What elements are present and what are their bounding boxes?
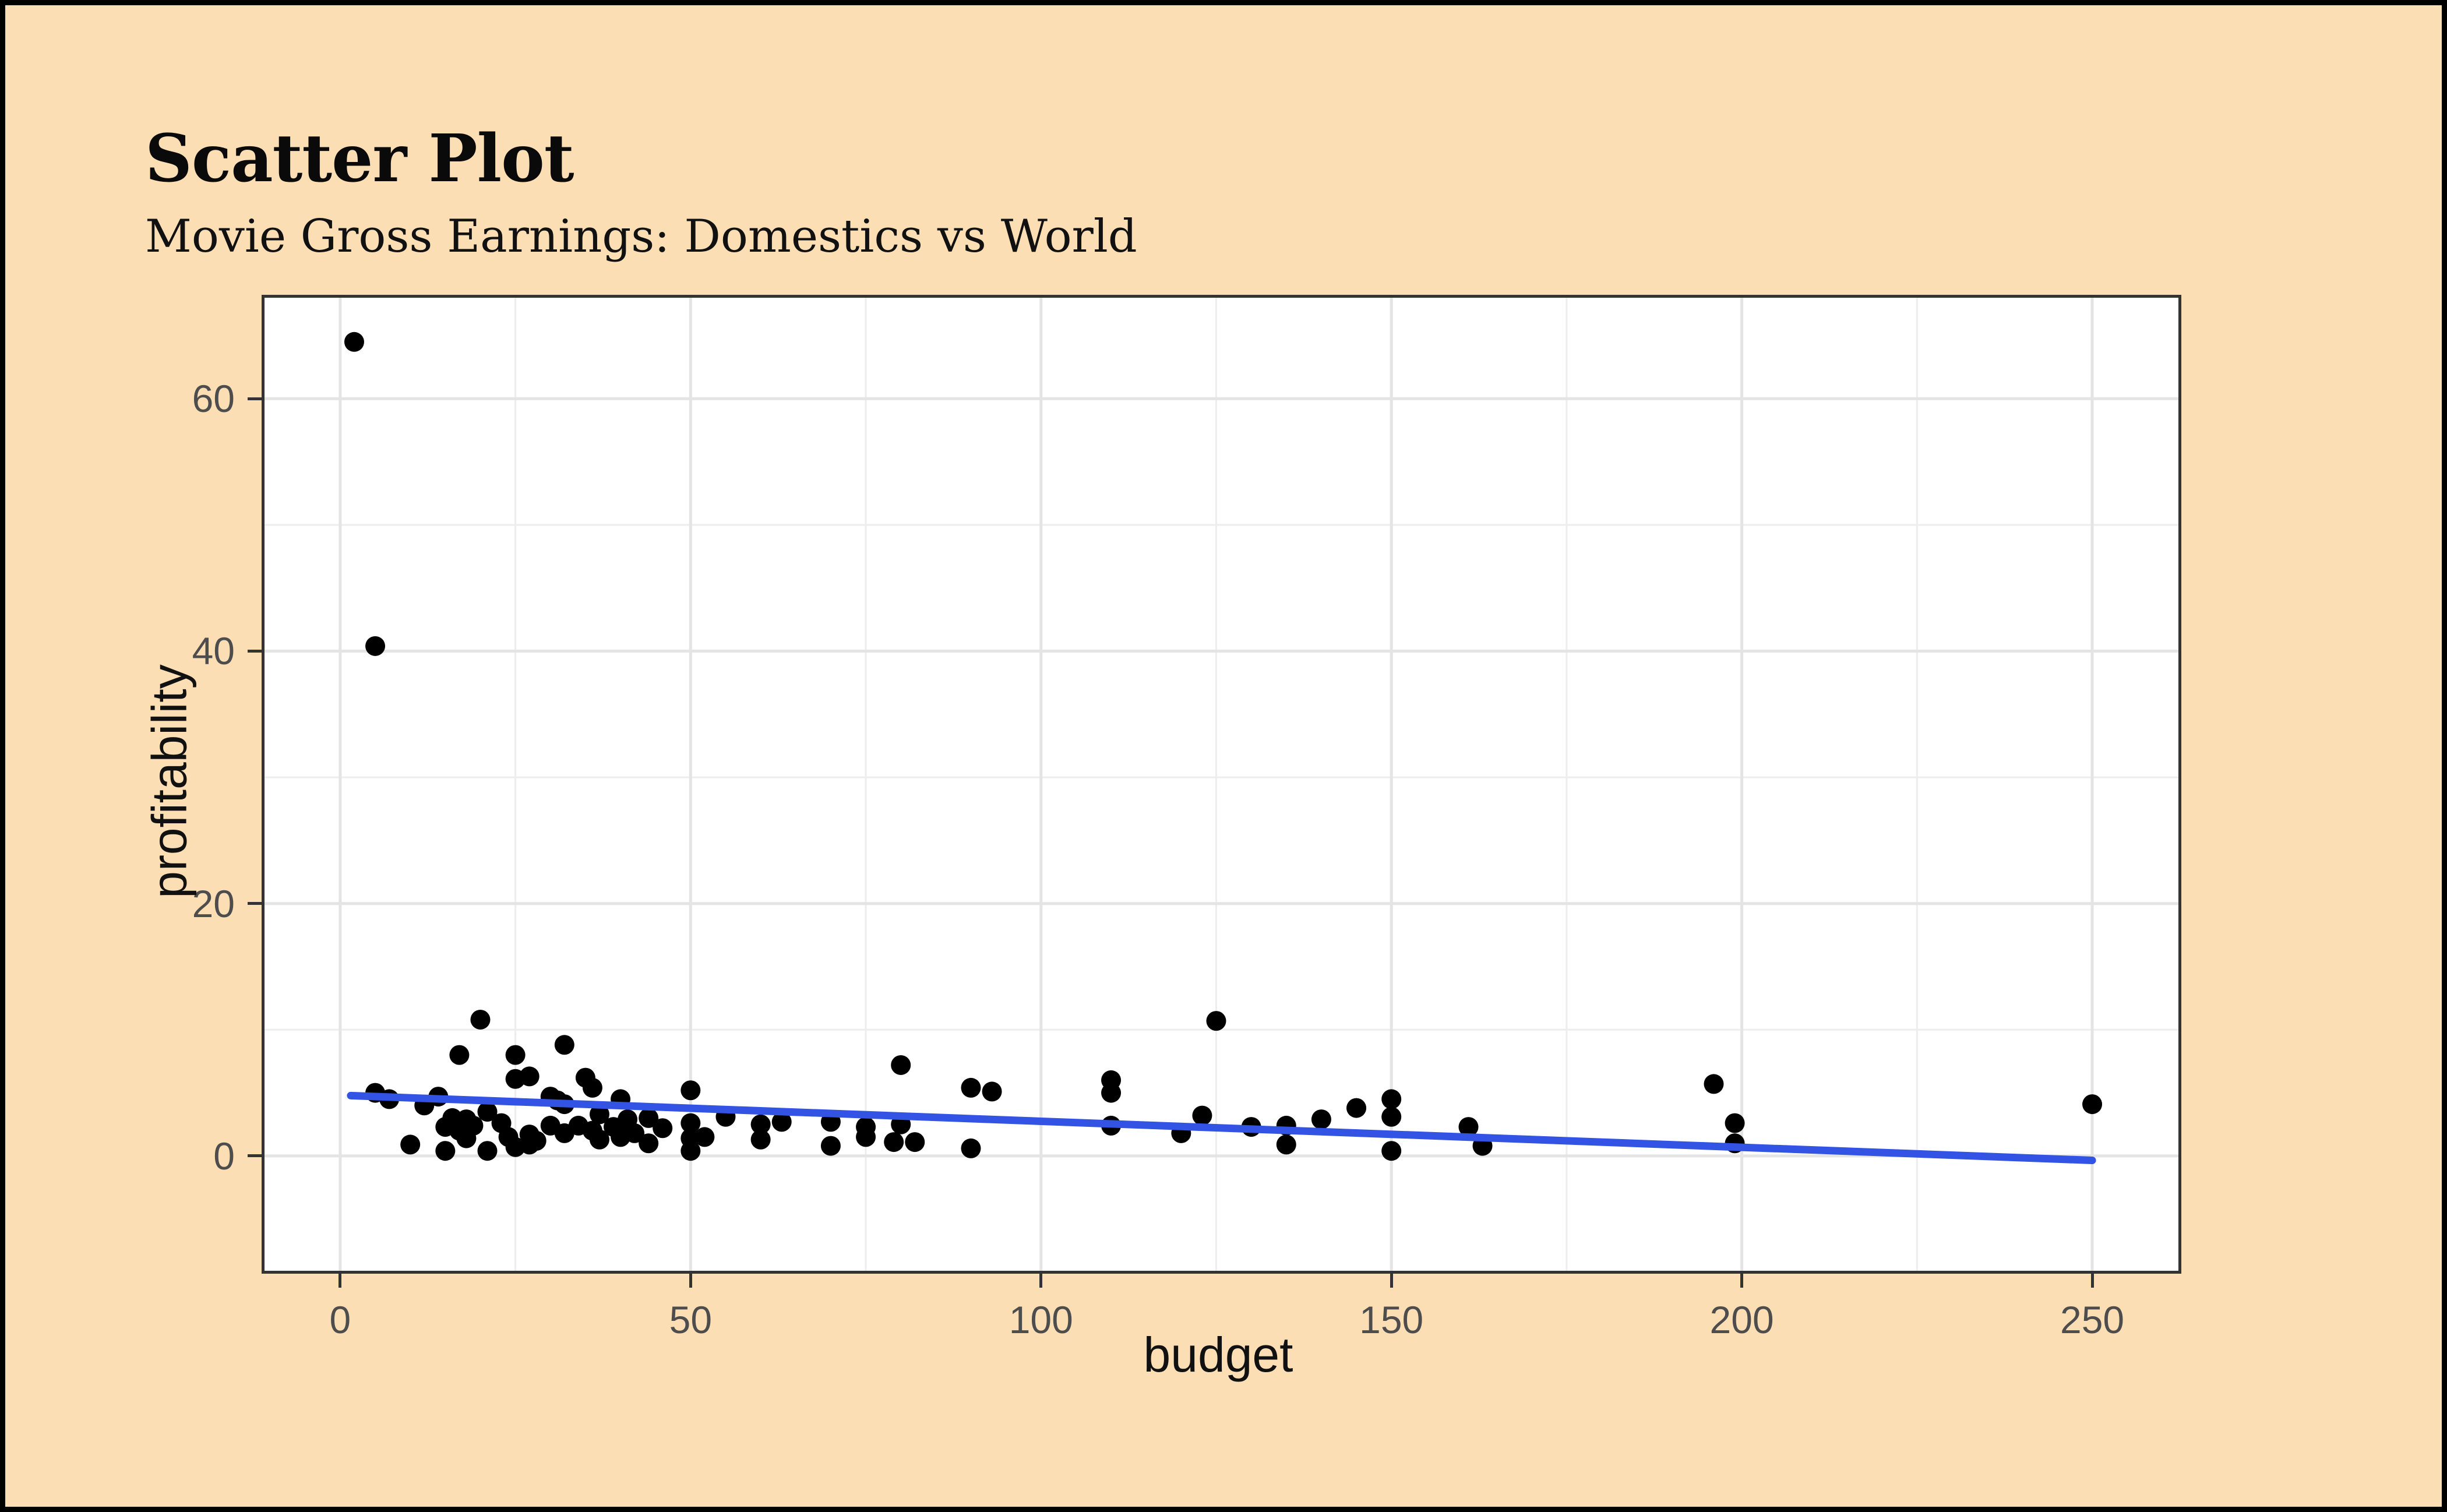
scatter-point [639,1108,659,1128]
scatter-plot-canvas [265,298,2178,1271]
scatter-point [519,1066,540,1087]
scatter-point [750,1129,771,1150]
scatter-point [884,1132,904,1152]
x-axis-tick [2090,1274,2094,1288]
scatter-point [582,1077,602,1098]
scatter-point [400,1134,421,1155]
plot-panel [262,295,2181,1274]
chart-subtitle: Movie Gross Earnings: Domestics vs World [145,210,1137,263]
x-tick-label: 200 [1709,1298,1774,1341]
scatter-point [1192,1105,1212,1126]
scatter-point [2082,1094,2103,1115]
scatter-point [750,1114,771,1134]
scatter-point [820,1136,841,1156]
scatter-point [1311,1109,1331,1130]
scatter-point [344,332,364,352]
scatter-point [589,1129,609,1150]
scatter-point [961,1138,981,1158]
scatter-point [625,1123,645,1143]
scatter-point [1725,1113,1745,1133]
x-tick-label: 150 [1359,1298,1424,1341]
scatter-point [1346,1098,1367,1118]
scatter-point [694,1127,715,1147]
scatter-point [961,1077,981,1098]
scatter-point [554,1035,574,1055]
y-tick-label: 60 [192,377,235,421]
scatter-point [982,1081,1002,1102]
scatter-point [477,1141,498,1161]
scatter-point [653,1118,673,1139]
x-tick-label: 100 [1009,1298,1073,1341]
scatter-point [1381,1141,1402,1161]
scatter-point [365,636,386,656]
y-axis-tick [248,1154,262,1158]
scatter-point [771,1112,792,1132]
y-axis-tick [248,649,262,653]
chart-title: Scatter Plot [145,121,574,197]
scatter-point [1704,1074,1724,1094]
scatter-point [470,1009,491,1030]
scatter-point [639,1133,659,1154]
scatter-point [680,1141,701,1161]
scatter-point [1458,1117,1479,1137]
x-axis-tick [689,1274,692,1288]
scatter-point [505,1045,526,1065]
x-tick-label: 250 [2060,1298,2125,1341]
scatter-point [856,1127,876,1147]
scatter-point [1381,1089,1402,1109]
scatter-point [891,1055,911,1075]
scatter-point [477,1102,498,1122]
scatter-point [589,1104,609,1125]
scatter-point [1381,1106,1402,1127]
scatter-point [1101,1083,1122,1103]
x-tick-label: 50 [669,1298,713,1341]
y-tick-label: 0 [213,1134,235,1178]
x-axis-title: budget [1143,1327,1293,1382]
trend-line [347,1091,2096,1164]
x-axis-tick [339,1274,342,1288]
scatter-point [526,1130,546,1151]
scatter-point [463,1115,484,1136]
scatter-point [449,1045,470,1065]
x-tick-label: 0 [329,1298,351,1341]
y-axis-tick [248,902,262,905]
y-axis-tick [248,397,262,400]
scatter-point [1206,1011,1226,1031]
x-axis-tick [1039,1274,1043,1288]
x-axis-tick [1740,1274,1744,1288]
scatter-point [905,1132,925,1152]
y-axis-title: profitability [142,664,197,898]
scatter-point [435,1141,456,1161]
scatter-point [1276,1134,1296,1155]
y-tick-label: 40 [192,629,235,673]
scatter-point [680,1113,701,1133]
scatter-point [680,1080,701,1101]
x-axis-tick [1390,1274,1393,1288]
y-tick-label: 20 [192,882,235,925]
